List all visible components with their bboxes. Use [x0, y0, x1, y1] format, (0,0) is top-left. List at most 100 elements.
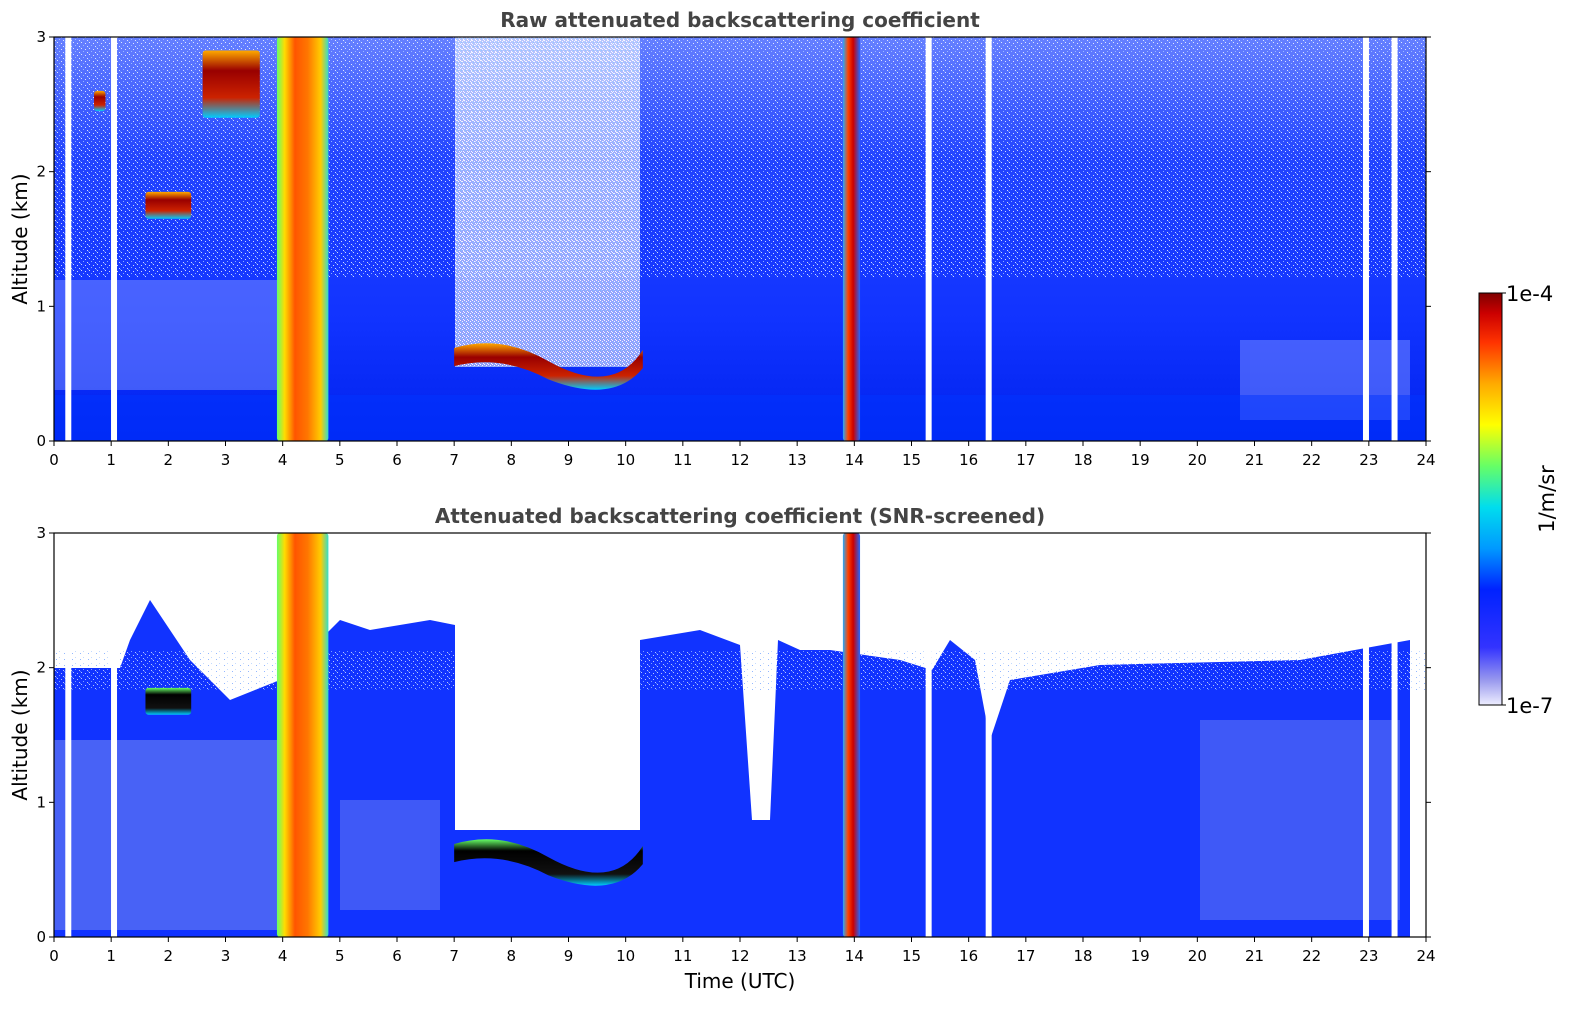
- bottom-cloud-patch-3: [145, 687, 192, 715]
- bottom-panel-title: Attenuated backscattering coefficient (S…: [435, 504, 1045, 528]
- top-x-tick-label: 21: [1245, 451, 1264, 469]
- bottom-y-tick-label: 2: [36, 659, 46, 677]
- top-y-ticks: 0 1 2 3: [36, 28, 1431, 450]
- top-x-tick-label: 12: [730, 451, 749, 469]
- top-data-gap-3: [985, 37, 992, 441]
- top-x-tick-label: 14: [845, 451, 864, 469]
- bottom-data-gap-3: [985, 533, 992, 937]
- bottom-rain-shaft-0: [276, 533, 329, 937]
- bottom-y-tick-label: 1: [36, 793, 46, 811]
- bottom-data-gap-5: [1391, 533, 1398, 937]
- bottom-x-tick-label: 19: [1131, 947, 1150, 965]
- top-cloud-patch-4: [94, 90, 106, 112]
- top-rain-shaft-0: [276, 37, 329, 441]
- colorbar-max-label: 1e-4: [1506, 282, 1553, 306]
- bottom-screened-region: [455, 533, 640, 833]
- top-cloud-layer-2: [454, 343, 643, 390]
- top-x-tick-label: 19: [1131, 451, 1150, 469]
- top-x-tick-label: 7: [449, 451, 459, 469]
- top-x-tick-label: 10: [616, 451, 635, 469]
- top-x-tick-label: 15: [902, 451, 921, 469]
- top-x-tick-label: 22: [1302, 451, 1321, 469]
- bottom-x-tick-label: 14: [845, 947, 864, 965]
- bottom-aerosol-mid: [340, 800, 440, 910]
- top-x-tick-label: 17: [1016, 451, 1035, 469]
- bottom-x-tick-label: 1: [106, 947, 116, 965]
- bottom-x-tick-label: 12: [730, 947, 749, 965]
- bottom-x-tick-label: 18: [1073, 947, 1092, 965]
- bottom-x-tick-label: 5: [335, 947, 345, 965]
- bottom-x-tick-label: 2: [164, 947, 174, 965]
- top-x-tick-label: 9: [564, 451, 574, 469]
- top-x-tick-label: 16: [959, 451, 978, 469]
- bottom-x-tick-label: 6: [392, 947, 402, 965]
- bottom-data-gap-1: [111, 533, 118, 937]
- bottom-signal-right: [640, 630, 1410, 937]
- top-x-ticks: 0 1 2 3 4 5 6 7 8 9 10 11 12 13 14 15 16 17 18 19 20 21 22 23 24: [49, 441, 1436, 469]
- bottom-cloud-layer-2: [454, 839, 643, 886]
- bottom-data-gap-2: [925, 533, 932, 937]
- top-x-tick-label: 13: [788, 451, 807, 469]
- bottom-x-tick-label: 16: [959, 947, 978, 965]
- top-boundary-layer: [54, 395, 1426, 441]
- bottom-y-tick-label: 0: [36, 928, 46, 946]
- top-x-tick-label: 3: [221, 451, 231, 469]
- bottom-x-tick-label: 11: [673, 947, 692, 965]
- top-x-tick-label: 2: [164, 451, 174, 469]
- bottom-x-tick-label: 0: [49, 947, 59, 965]
- top-y-tick-label: 3: [36, 28, 46, 46]
- bottom-x-tick-label: 22: [1302, 947, 1321, 965]
- top-x-tick-label: 8: [507, 451, 517, 469]
- bottom-y-tick-label: 3: [36, 524, 46, 542]
- top-x-tick-label: 6: [392, 451, 402, 469]
- top-x-tick-label: 5: [335, 451, 345, 469]
- bottom-x-tick-label: 8: [507, 947, 517, 965]
- top-aerosol-left: [54, 280, 284, 390]
- top-y-axis-label: Altitude (km): [8, 173, 32, 304]
- bottom-features: [145, 533, 861, 937]
- colorbar-min-label: 1e-7: [1506, 694, 1553, 718]
- bottom-x-tick-label: 7: [449, 947, 459, 965]
- bottom-x-ticks: 0 1 2 3 4 5 6 7 8 9 10 11 12 13 14 15 16 17 18 19 20 21 22 23 24: [49, 937, 1436, 965]
- top-x-tick-label: 4: [278, 451, 288, 469]
- bottom-y-axis-label: Altitude (km): [8, 669, 32, 800]
- top-panel-title: Raw attenuated backscattering coefficien…: [500, 8, 980, 32]
- top-y-tick-label: 2: [36, 163, 46, 181]
- bottom-x-tick-label: 3: [221, 947, 231, 965]
- bottom-x-tick-label: 20: [1188, 947, 1207, 965]
- colorbar-gradient: [1478, 292, 1503, 706]
- bottom-rain-shaft-1: [842, 533, 861, 937]
- top-clear-noise: [455, 37, 640, 367]
- top-data-gap-0: [65, 37, 72, 441]
- raw-backscatter-panel: Raw attenuated backscattering coefficien…: [8, 8, 1436, 469]
- bottom-x-tick-label: 13: [788, 947, 807, 965]
- top-data-gap-5: [1391, 37, 1398, 441]
- bottom-noise-edge: [54, 650, 1426, 690]
- bottom-x-tick-label: 10: [616, 947, 635, 965]
- bottom-data-gaps: [65, 533, 1398, 937]
- top-y-tick-label: 0: [36, 432, 46, 450]
- bottom-aerosol-left: [54, 740, 284, 930]
- bottom-y-ticks: 0 1 2 3: [36, 524, 1431, 946]
- top-x-tick-label: 20: [1188, 451, 1207, 469]
- bottom-x-tick-label: 4: [278, 947, 288, 965]
- top-x-tick-label: 0: [49, 451, 59, 469]
- bottom-x-tick-label: 9: [564, 947, 574, 965]
- top-x-tick-label: 1: [106, 451, 116, 469]
- top-data-gaps: [65, 37, 1398, 441]
- colorbar-unit-label: 1/m/sr: [1535, 465, 1559, 533]
- top-data-gap-1: [111, 37, 118, 441]
- bottom-x-tick-label: 23: [1359, 947, 1378, 965]
- top-features: [94, 37, 861, 441]
- top-x-tick-label: 18: [1073, 451, 1092, 469]
- top-heatmap: [54, 37, 1426, 441]
- bottom-aerosol-right: [1200, 720, 1400, 920]
- top-x-tick-label: 23: [1359, 451, 1378, 469]
- bottom-x-tick-label: 17: [1016, 947, 1035, 965]
- top-cloud-patch-5: [202, 50, 260, 118]
- top-x-tick-label: 11: [673, 451, 692, 469]
- snr-screened-panel: Attenuated backscattering coefficient (S…: [8, 504, 1436, 993]
- bottom-x-tick-label: 24: [1416, 947, 1435, 965]
- top-cloud-patch-3: [145, 191, 192, 219]
